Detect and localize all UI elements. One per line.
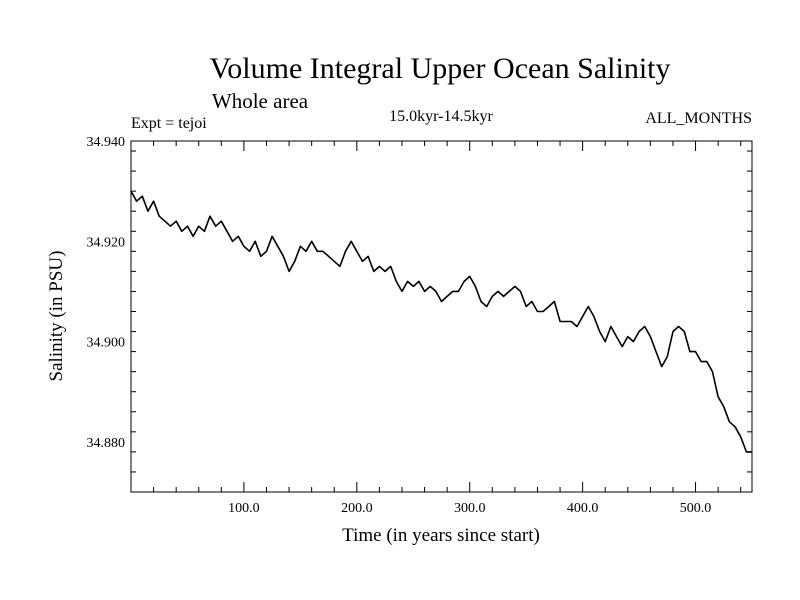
x-tick-label: 300.0 — [454, 501, 486, 516]
y-tick-label: 34.880 — [87, 436, 126, 451]
y-tick-label: 34.920 — [87, 235, 126, 250]
x-axis-label: Time (in years since start) — [342, 525, 540, 546]
tick-labels: 100.0 200.0 300.0 400.0 500.0 34.880 34.900 34.… — [87, 135, 712, 516]
time-range-annotation: 15.0kyr-14.5kyr — [389, 108, 493, 125]
y-axis-label: Salinity (in PSU) — [46, 251, 67, 382]
chart-subtitle: Whole area — [212, 89, 309, 113]
chart-title: Volume Integral Upper Ocean Salinity — [210, 52, 671, 85]
x-tick-label: 200.0 — [341, 501, 373, 516]
y-tick-label: 34.940 — [87, 135, 126, 150]
months-annotation: ALL_MONTHS — [645, 110, 752, 127]
experiment-annotation: Expt = tejoi — [131, 115, 207, 132]
plot-frame — [130, 140, 753, 493]
x-tick-label: 500.0 — [680, 501, 712, 516]
axis-ticks — [131, 141, 752, 492]
x-tick-label: 100.0 — [228, 501, 260, 516]
x-tick-label: 400.0 — [567, 501, 599, 516]
salinity-series-line — [130, 190, 752, 453]
y-tick-label: 34.900 — [87, 336, 126, 351]
